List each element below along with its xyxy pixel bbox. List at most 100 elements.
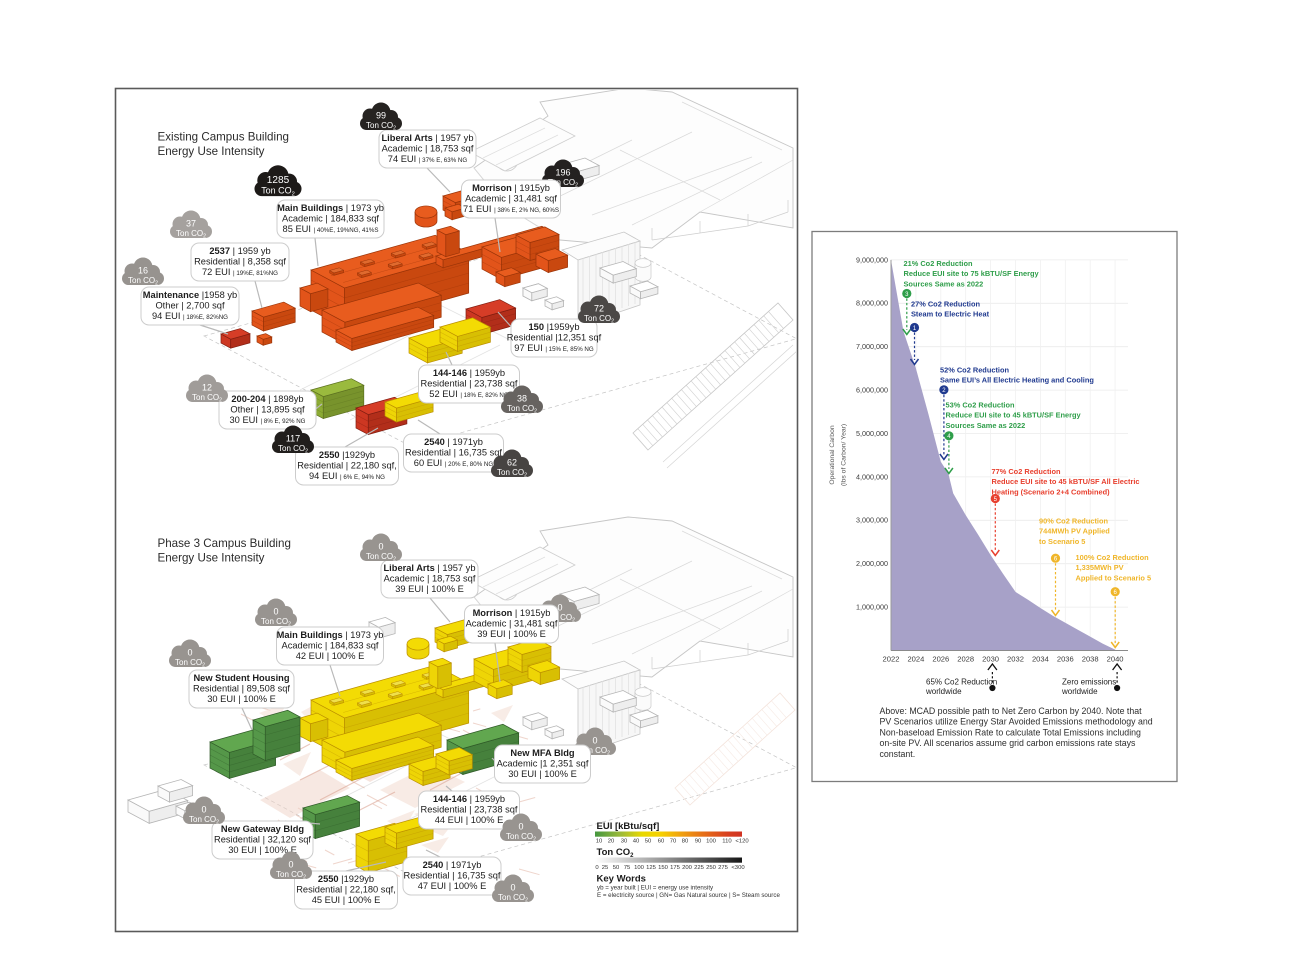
svg-text:0: 0 — [378, 542, 383, 552]
svg-text:Ton CO2: Ton CO2 — [548, 178, 578, 189]
svg-text:42 EUI | 100% E: 42 EUI | 100% E — [296, 651, 365, 661]
svg-text:3: 3 — [905, 292, 909, 298]
svg-text:Liberal Arts | 1957 yb: Liberal Arts | 1957 yb — [382, 133, 474, 143]
svg-text:on-site PV. All scenarios assu: on-site PV. All scenarios assume grid ca… — [880, 738, 1136, 748]
svg-text:Residential | 16,735 sqf: Residential | 16,735 sqf — [405, 448, 502, 458]
svg-text:New Gateway Bldg: New Gateway Bldg — [221, 824, 304, 834]
svg-text:50: 50 — [613, 865, 620, 871]
svg-text:Ton CO2: Ton CO2 — [261, 186, 295, 198]
svg-text:3,000,000: 3,000,000 — [856, 516, 888, 525]
svg-text:150 |1959yb: 150 |1959yb — [528, 322, 579, 332]
svg-text:Ton CO2: Ton CO2 — [176, 229, 206, 240]
svg-text:Ton CO2: Ton CO2 — [276, 870, 306, 881]
svg-text:<120: <120 — [735, 839, 749, 845]
svg-text:7,000,000: 7,000,000 — [856, 342, 888, 351]
svg-text:8,000,000: 8,000,000 — [856, 299, 888, 308]
svg-text:Reduce EUI site to 45 kBTU/SF: Reduce EUI site to 45 kBTU/SF All Electr… — [992, 477, 1140, 486]
svg-text:Reduce EUI site to 45 kBTU/SF: Reduce EUI site to 45 kBTU/SF Energy — [946, 411, 1082, 420]
svg-text:Ton CO2: Ton CO2 — [192, 393, 222, 404]
svg-text:PV Scenarios utilize Energy St: PV Scenarios utilize Energy Star Avoided… — [880, 717, 1153, 727]
svg-text:Morrison | 1915yb: Morrison | 1915yb — [472, 183, 550, 193]
svg-text:Academic | 18,753 sqf: Academic | 18,753 sqf — [382, 144, 474, 154]
svg-text:Ton CO2: Ton CO2 — [580, 746, 610, 757]
svg-text:Sources Same as 2022: Sources Same as 2022 — [904, 279, 984, 288]
svg-text:Ton CO2: Ton CO2 — [506, 832, 536, 843]
svg-text:New Student Housing: New Student Housing — [193, 673, 289, 683]
svg-text:Other | 2,700 sqf: Other | 2,700 sqf — [155, 301, 224, 311]
svg-text:2022: 2022 — [883, 655, 900, 664]
svg-text:Zero emissions: Zero emissions — [1062, 678, 1116, 687]
svg-text:Residential |12,351 sqf: Residential |12,351 sqf — [507, 333, 602, 343]
svg-text:Residential | 16,735 sqf: Residential | 16,735 sqf — [404, 871, 501, 881]
svg-text:30 EUI | 100% E: 30 EUI | 100% E — [508, 769, 577, 779]
svg-text:77% Co2 Reduction: 77% Co2 Reduction — [992, 467, 1061, 476]
svg-text:to Scenario 5: to Scenario 5 — [1039, 537, 1085, 546]
svg-text:Ton CO2: Ton CO2 — [175, 658, 205, 669]
svg-text:6,000,000: 6,000,000 — [856, 386, 888, 395]
svg-text:90: 90 — [695, 839, 702, 845]
svg-text:10: 10 — [596, 839, 603, 845]
svg-text:E = electricity source | GN=: E = electricity source | GN= Gas Natural… — [597, 892, 780, 899]
svg-text:Above: MCAD possible path to N: Above: MCAD possible path to Net Zero Ca… — [880, 706, 1143, 716]
svg-text:125: 125 — [646, 865, 657, 871]
svg-text:65% Co2 Reduction: 65% Co2 Reduction — [926, 678, 997, 687]
svg-text:5: 5 — [994, 497, 998, 503]
svg-text:constant.: constant. — [880, 749, 916, 759]
svg-text:1,000,000: 1,000,000 — [856, 603, 888, 612]
svg-text:Residential | 22,180 sqf,: Residential | 22,180 sqf, — [296, 885, 396, 895]
svg-text:0: 0 — [595, 865, 599, 871]
svg-text:Ton CO2: Ton CO2 — [128, 276, 158, 287]
svg-text:Residential | 8,358 sqf: Residential | 8,358 sqf — [194, 257, 286, 267]
svg-text:4,000,000: 4,000,000 — [856, 472, 888, 481]
svg-text:60 EUI | 20% E, 80% NG: 60 EUI | 20% E, 80% NG — [414, 458, 494, 468]
svg-text:2,000,000: 2,000,000 — [856, 559, 888, 568]
svg-text:Maintenance |1958 yb: Maintenance |1958 yb — [143, 290, 237, 300]
svg-text:52% Co2 Reduction: 52% Co2 Reduction — [940, 366, 1009, 375]
svg-text:worldwide: worldwide — [1061, 687, 1098, 696]
svg-text:30 EUI | 100% E: 30 EUI | 100% E — [228, 845, 297, 855]
svg-text:175: 175 — [670, 865, 681, 871]
svg-text:Ton CO2: Ton CO2 — [278, 444, 308, 455]
svg-text:53% Co2 Reduction: 53% Co2 Reduction — [946, 401, 1015, 410]
svg-text:2026: 2026 — [932, 655, 949, 664]
svg-text:Academic | 184,833 sqf: Academic | 184,833 sqf — [282, 641, 379, 651]
svg-text:117: 117 — [286, 434, 300, 444]
svg-text:71 EUI | 38% E, 2% NG, 60%S: 71 EUI | 38% E, 2% NG, 60%S — [463, 204, 559, 214]
svg-text:2024: 2024 — [907, 655, 924, 664]
svg-text:16: 16 — [138, 266, 148, 276]
svg-text:2030: 2030 — [982, 655, 999, 664]
svg-text:EUI [kBtu/sqf]: EUI [kBtu/sqf] — [597, 821, 660, 832]
svg-text:New MFA Bldg: New MFA Bldg — [510, 748, 575, 758]
svg-text:Ton CO2: Ton CO2 — [497, 468, 527, 479]
svg-text:Main Buildings | 1973 yb: Main Buildings | 1973 yb — [277, 630, 384, 640]
svg-text:40: 40 — [633, 839, 640, 845]
svg-text:2032: 2032 — [1007, 655, 1024, 664]
svg-text:1,335MWh PV: 1,335MWh PV — [1076, 563, 1124, 572]
svg-text:100: 100 — [706, 839, 717, 845]
svg-text:Academic | 184,833 sqf: Academic | 184,833 sqf — [282, 214, 379, 224]
svg-text:0: 0 — [518, 822, 523, 832]
svg-text:6: 6 — [1114, 590, 1118, 596]
svg-text:Ton CO2: Ton CO2 — [498, 893, 528, 904]
svg-text:200-204 | 1898yb: 200-204 | 1898yb — [231, 394, 303, 404]
svg-text:75: 75 — [624, 865, 631, 871]
svg-text:97 EUI | 15% E, 85% NG: 97 EUI | 15% E, 85% NG — [514, 343, 594, 353]
svg-text:196: 196 — [555, 168, 570, 178]
svg-text:110: 110 — [722, 839, 732, 845]
svg-text:20: 20 — [608, 839, 615, 845]
svg-text:0: 0 — [187, 648, 192, 658]
svg-text:25: 25 — [602, 865, 609, 871]
svg-text:225: 225 — [694, 865, 705, 871]
svg-text:Residential | 89,508 sqf: Residential | 89,508 sqf — [193, 684, 290, 694]
svg-text:4: 4 — [947, 434, 951, 440]
svg-text:38: 38 — [517, 394, 527, 404]
svg-text:Heating (Scenario 2+4 Combined: Heating (Scenario 2+4 Combined) — [992, 487, 1111, 496]
svg-text:Non-baseload Emission Rate to: Non-baseload Emission Rate to calculate … — [880, 727, 1142, 737]
svg-text:Ton CO2: Ton CO2 — [545, 613, 575, 624]
svg-text:Existing Campus Building: Existing Campus Building — [158, 131, 289, 144]
svg-text:2038: 2038 — [1082, 655, 1099, 664]
svg-text:2540 | 1971yb: 2540 | 1971yb — [423, 860, 482, 870]
svg-text:39 EUI | 100% E: 39 EUI | 100% E — [395, 584, 464, 594]
svg-text:0: 0 — [288, 860, 293, 870]
svg-text:6: 6 — [1054, 557, 1058, 563]
